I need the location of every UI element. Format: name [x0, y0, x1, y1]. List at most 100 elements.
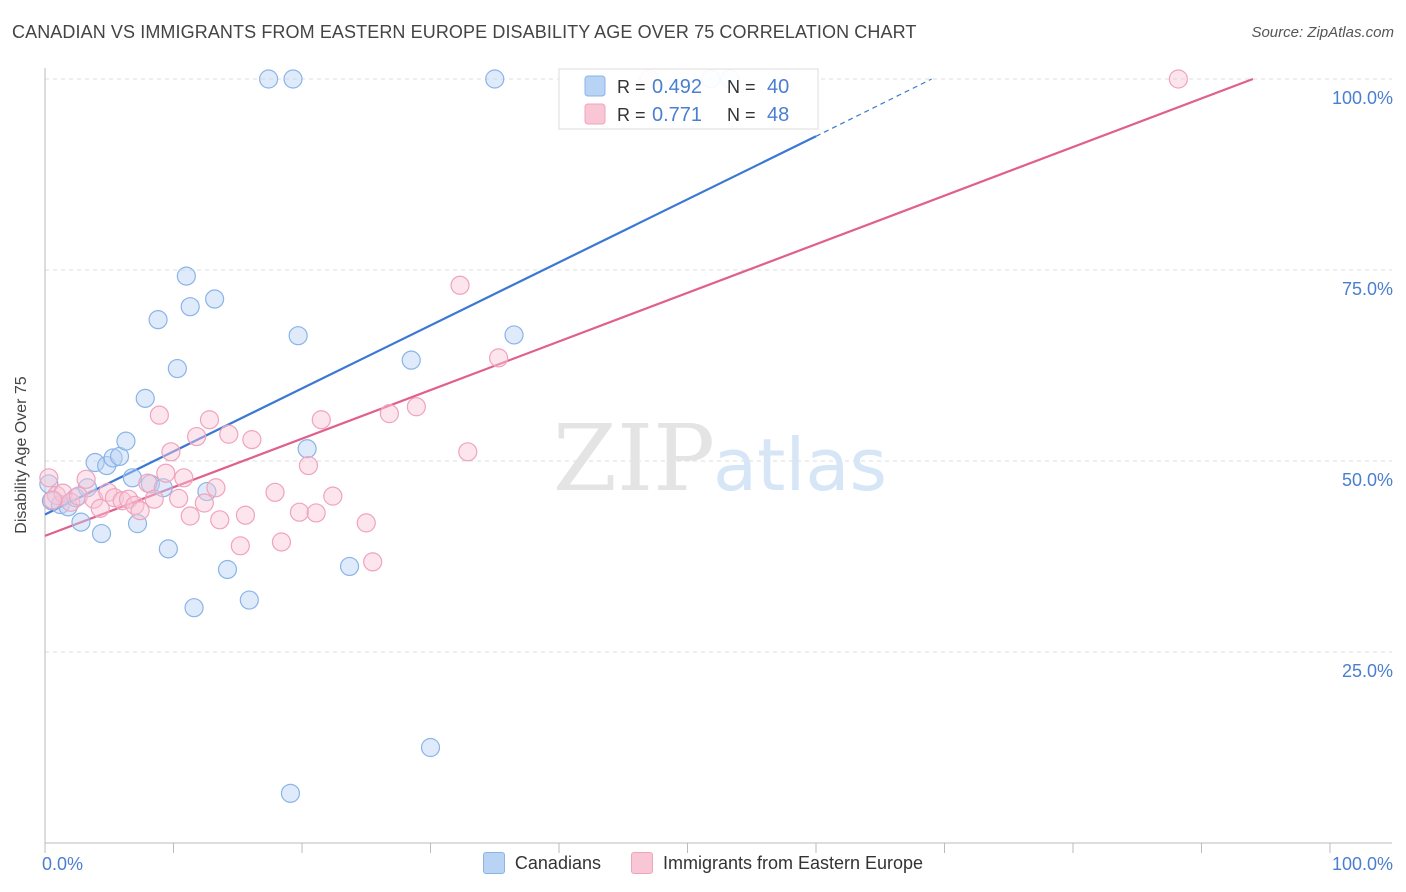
- legend-swatch-pink: [630, 852, 653, 874]
- data-point-pink: [356, 513, 376, 533]
- data-point-blue: [217, 559, 238, 580]
- data-point-pink: [43, 490, 63, 510]
- data-point-pink: [138, 473, 158, 493]
- legend-item-immigrants[interactable]: Immigrants from Eastern Europe: [630, 852, 924, 874]
- data-point-blue: [280, 783, 301, 803]
- data-point-blue: [39, 474, 59, 494]
- chart-title: CANADIAN VS IMMIGRANTS FROM EASTERN EURO…: [12, 22, 917, 42]
- y-tick-label: 50.0%: [1342, 470, 1393, 490]
- data-point-blue: [180, 297, 200, 317]
- legend-label-immigrants: Immigrants from Eastern Europe: [662, 852, 924, 873]
- legend-n-value: 40: [767, 76, 789, 98]
- data-point-pink: [199, 410, 220, 430]
- watermark-zip: ZIP: [553, 405, 715, 512]
- legend-swatch-blue: [482, 852, 505, 874]
- y-tick-label: 75.0%: [1342, 279, 1393, 299]
- data-point-pink: [235, 505, 256, 525]
- data-point-pink: [90, 498, 110, 518]
- legend-top: R = 0.492 N = 40 R = 0.771 N = 48: [558, 68, 819, 130]
- trend-line-pink: [44, 77, 1254, 537]
- data-point-blue: [122, 468, 142, 488]
- legend-top-swatch-pink: [584, 103, 606, 125]
- legend-r-label: R =: [617, 105, 646, 125]
- data-point-pink: [187, 426, 207, 447]
- x-tick-label-min: 0.0%: [42, 854, 83, 874]
- data-point-pink: [210, 510, 230, 530]
- y-tick-label: 100.0%: [1332, 88, 1393, 108]
- data-point-blue: [485, 69, 505, 89]
- data-point-pink: [206, 478, 226, 498]
- tick-labels: 25.0% 50.0% 75.0% 100.0% 0.0% 100.0%: [42, 88, 1393, 874]
- data-point-pink: [265, 482, 285, 502]
- data-point-blue: [184, 598, 204, 618]
- legend-item-canadians[interactable]: Canadians: [482, 852, 601, 874]
- data-point-blue: [239, 590, 259, 610]
- trend-lines: [44, 77, 1254, 537]
- data-point-pink: [289, 502, 310, 522]
- data-point-pink: [379, 404, 399, 424]
- legend-n-label: N =: [727, 105, 756, 125]
- data-point-pink: [242, 430, 262, 450]
- data-point-blue: [148, 310, 168, 330]
- data-point-blue: [339, 556, 360, 577]
- data-point-blue: [504, 325, 524, 345]
- data-point-pink: [1168, 69, 1188, 89]
- data-point-pink: [112, 491, 132, 511]
- data-point-pink: [219, 424, 239, 444]
- data-point-blue: [116, 431, 136, 451]
- data-point-pink: [323, 486, 343, 506]
- data-point-pink: [161, 442, 181, 462]
- data-point-blue: [258, 69, 279, 89]
- data-point-pink: [98, 482, 118, 502]
- data-point-blue: [176, 266, 196, 286]
- trend-line-blue: [44, 135, 817, 516]
- data-point-pink: [130, 501, 150, 521]
- data-point-blue: [401, 350, 421, 370]
- data-point-blue: [167, 358, 187, 379]
- data-point-blue: [91, 523, 112, 544]
- data-point-pink: [149, 405, 169, 425]
- data-point-pink: [306, 503, 326, 523]
- data-point-blue: [420, 737, 441, 758]
- data-point-blue: [283, 69, 303, 89]
- legend-bottom: Canadians Immigrants from Eastern Europe: [0, 852, 1406, 874]
- data-point-pink: [194, 493, 214, 513]
- data-point-pink: [125, 495, 145, 515]
- watermark-atlas: atlas: [713, 423, 887, 507]
- legend-n-label: N =: [727, 77, 756, 97]
- data-point-pink: [76, 469, 96, 489]
- data-point-pink: [174, 468, 194, 488]
- data-point-pink: [311, 410, 331, 430]
- source-label: Source: ZipAtlas.com: [1251, 24, 1394, 41]
- data-point-blue: [297, 439, 317, 459]
- data-point-blue: [158, 539, 178, 559]
- data-point-blue: [71, 512, 91, 532]
- watermark: ZIP atlas: [553, 405, 887, 512]
- grid: [45, 78, 1392, 653]
- data-point-blue: [135, 388, 155, 408]
- data-point-pink: [450, 275, 470, 295]
- legend-r-value: 0.771: [652, 104, 702, 126]
- data-point-blue: [103, 448, 123, 468]
- legend-top-swatch-blue: [584, 75, 606, 97]
- data-point-pink: [156, 463, 176, 483]
- data-point-pink: [489, 348, 509, 368]
- legend-r-label: R =: [617, 77, 646, 97]
- data-point-blue: [288, 326, 308, 346]
- legend-n-value: 48: [767, 104, 789, 126]
- data-point-blue: [205, 289, 225, 309]
- data-point-pink: [39, 468, 59, 488]
- legend-r-value: 0.492: [652, 76, 702, 98]
- data-point-blue: [85, 452, 105, 473]
- axes: [44, 68, 1392, 853]
- data-point-pink: [144, 489, 164, 509]
- data-point-pink: [68, 486, 89, 506]
- data-point-pink: [180, 506, 200, 526]
- trend-line-extension-blue: [815, 78, 932, 137]
- data-point-pink: [298, 455, 319, 476]
- data-point-pink: [169, 488, 189, 509]
- x-tick-label-max: 100.0%: [1332, 854, 1393, 874]
- data-point-pink: [406, 397, 426, 417]
- data-point-pink: [104, 488, 124, 508]
